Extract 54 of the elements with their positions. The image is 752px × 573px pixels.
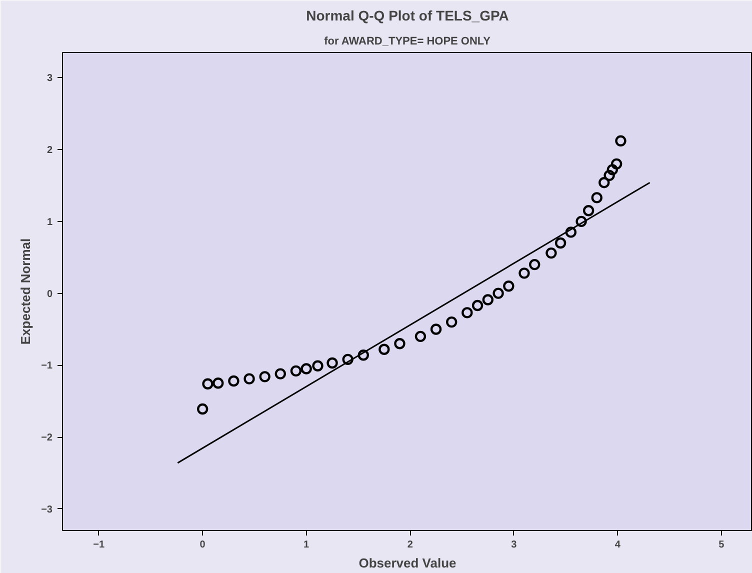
- point: [598, 177, 610, 188]
- point: [503, 280, 514, 292]
- point: [342, 354, 354, 366]
- x-tick-label: 1: [304, 540, 310, 550]
- point: [274, 368, 286, 380]
- x-tick-label: 3: [511, 540, 518, 550]
- y-tick-label: 3: [46, 73, 53, 84]
- point: [492, 288, 504, 299]
- point: [615, 135, 626, 147]
- chart-subtitle: for AWARD_TYPE= HOPE ONLY: [324, 36, 492, 48]
- point: [565, 226, 577, 238]
- x-tick-label: 2: [407, 540, 414, 550]
- y-tick-label: −3: [41, 504, 53, 516]
- point: [546, 247, 557, 259]
- x-tick-label: 5: [718, 540, 725, 550]
- point: [326, 357, 338, 369]
- y-tick-label: −2: [41, 432, 53, 444]
- point: [202, 378, 214, 390]
- x-axis-title: Observed Value: [358, 556, 456, 570]
- point: [394, 338, 406, 350]
- point: [300, 363, 312, 374]
- point: [228, 375, 240, 387]
- y-tick-label: 1: [46, 216, 53, 228]
- point: [576, 216, 587, 228]
- point: [604, 170, 615, 182]
- y-tick-label: −1: [41, 360, 53, 372]
- point: [472, 300, 484, 312]
- point: [244, 373, 255, 384]
- y-tick-label: 0: [46, 288, 53, 300]
- point: [414, 330, 426, 342]
- chart-title: Normal Q-Q Plot of TELS_GPA: [306, 8, 509, 24]
- point: [582, 205, 594, 216]
- point: [462, 307, 473, 318]
- x-tick-label: 4: [614, 540, 621, 550]
- point: [259, 371, 270, 382]
- x-tick-label: 0: [200, 540, 206, 550]
- point: [554, 237, 566, 249]
- point: [591, 192, 602, 204]
- point: [358, 350, 369, 361]
- point: [196, 403, 208, 415]
- x-tick-label: −1: [93, 540, 105, 550]
- point: [212, 378, 224, 389]
- point: [482, 294, 494, 306]
- point: [290, 365, 302, 377]
- point: [446, 316, 458, 328]
- point: [610, 158, 622, 170]
- point: [378, 344, 390, 355]
- point: [430, 324, 442, 335]
- y-tick-label: 2: [46, 145, 53, 156]
- point: [518, 268, 530, 279]
- y-axis-title: Expected Normal: [18, 238, 34, 345]
- point: [312, 360, 324, 372]
- point: [529, 258, 540, 270]
- point: [606, 164, 618, 176]
